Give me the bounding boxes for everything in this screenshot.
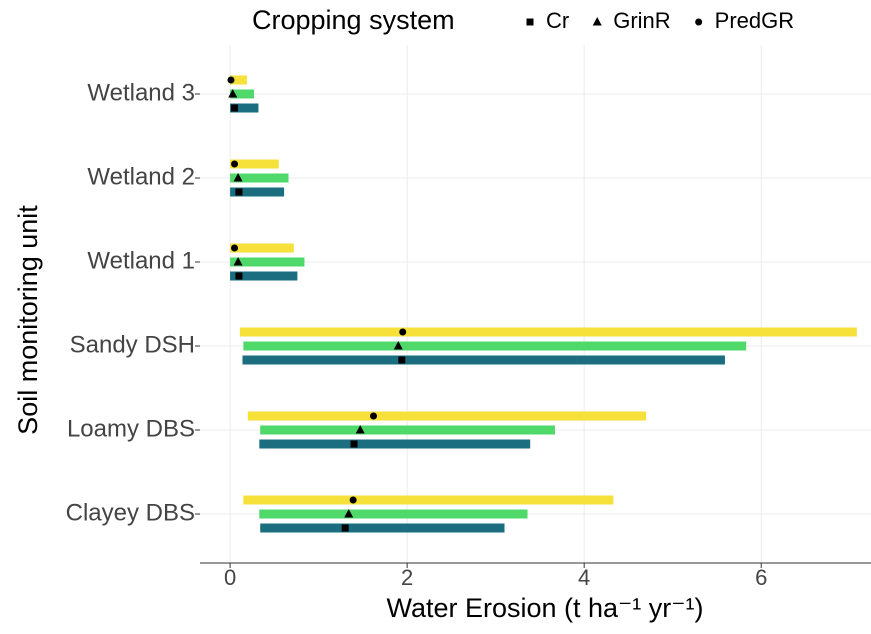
y-tick-label: Clayey DBS [66,499,195,526]
range-bar [230,243,294,253]
x-tick-label: 4 [578,565,590,590]
range-bar [259,509,528,519]
range-bar [230,75,247,85]
x-axis-label: Water Erosion (t ha⁻¹ yr⁻¹) [386,593,703,623]
point [341,524,349,532]
point [526,18,534,26]
point [399,328,407,336]
range-bar [230,103,259,113]
range-bar [230,89,254,99]
point [235,188,243,196]
legend-label: GrinR [613,8,670,33]
legend-label: Cr [546,8,569,33]
point [231,160,239,168]
range-bar [230,257,305,267]
x-tick-label: 2 [401,565,413,590]
y-tick-label: Wetland 1 [87,247,195,274]
point [592,17,602,26]
point [695,18,703,26]
range-bar [230,173,289,183]
y-tick-label: Wetland 3 [87,79,195,106]
x-tick-label: 0 [224,565,236,590]
point [398,356,406,364]
point [231,244,239,252]
point [231,104,239,112]
y-tick-label: Wetland 2 [87,163,195,190]
range-bar [230,187,285,197]
y-tick-label: Loamy DBS [67,415,195,442]
range-bar [247,411,647,421]
point [227,76,235,84]
point [393,341,403,350]
y-axis-label: Soil monitoring unit [13,205,43,435]
range-bar [260,523,505,533]
point [355,425,365,434]
range-bar [242,355,725,365]
legend-label: PredGR [715,8,794,33]
x-tick-label: 6 [755,565,767,590]
point [350,440,358,448]
point [344,509,354,518]
range-bar [230,271,298,281]
range-bar [243,341,747,351]
range-bar [259,439,531,449]
range-bar [260,425,555,435]
point [233,173,243,182]
point [233,257,243,266]
range-bar [243,495,614,505]
y-tick-label: Sandy DSH [70,331,195,358]
point [235,272,243,280]
range-bar [230,159,279,169]
legend-title: Cropping system [252,5,455,35]
point [228,89,238,98]
range-bar [239,327,857,337]
point [370,412,378,420]
point [349,496,357,504]
